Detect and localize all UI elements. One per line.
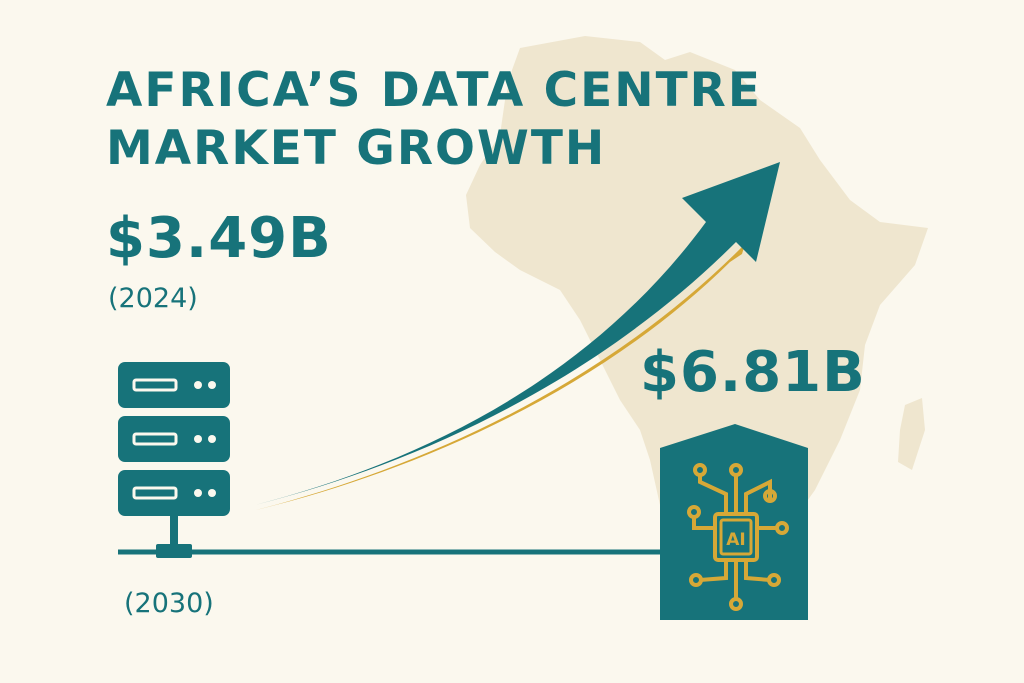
end-year: (2030) <box>124 588 214 619</box>
end-value: $6.81B <box>640 340 866 405</box>
server-rack-icon <box>118 362 230 558</box>
start-year: (2024) <box>108 283 198 314</box>
africa-map-icon <box>466 36 928 600</box>
title-line-2: MARKET GROWTH <box>106 121 607 176</box>
growth-arrow-icon <box>255 162 780 510</box>
title-line-1: AFRICA’S DATA CENTRE <box>106 63 762 118</box>
start-value: $3.49B <box>106 206 332 271</box>
page-title: AFRICA’S DATA CENTRE MARKET GROWTH <box>106 62 762 178</box>
ai-chip-icon <box>687 463 789 611</box>
ai-chip-label: AI <box>726 530 745 550</box>
